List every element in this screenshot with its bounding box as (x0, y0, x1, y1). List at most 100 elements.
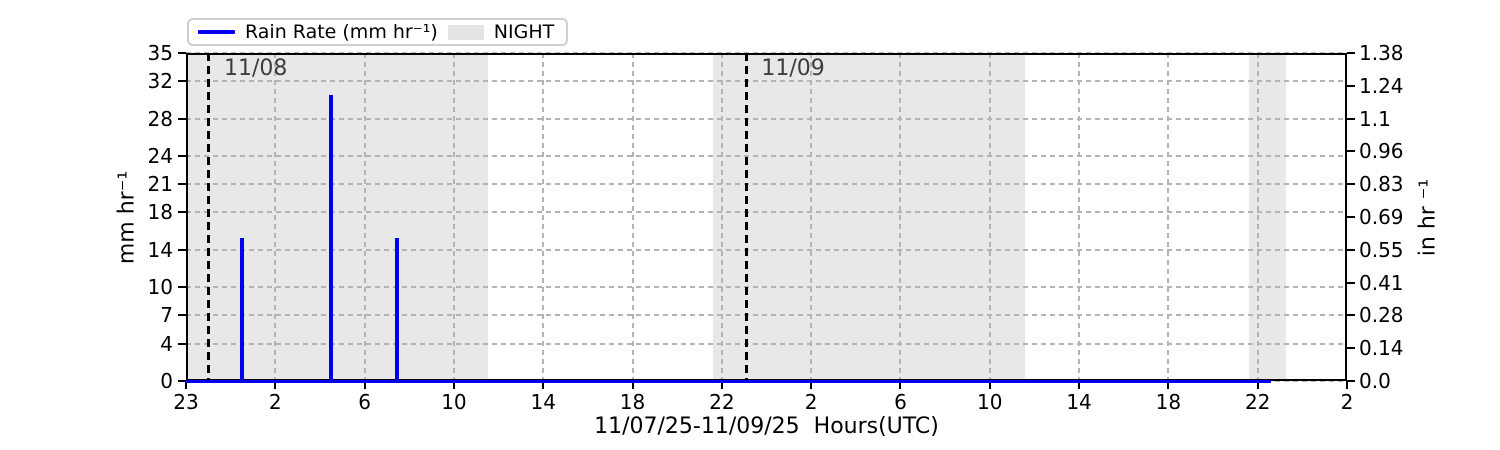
x-axis-tick-label: 23 (173, 390, 199, 414)
y-axis-tick-label-left: 7 (160, 303, 173, 328)
x-axis-tick-label: 6 (894, 390, 907, 414)
y-axis-tick-left (178, 211, 186, 214)
grid-line-horizontal (186, 286, 1347, 289)
x-axis-tick-label: 2 (804, 390, 818, 414)
y-axis-tick-label-left: 21 (147, 172, 173, 197)
rain-rate-baseline (186, 379, 1272, 383)
plot-area: 11/08 11/09 (186, 52, 1347, 383)
y-axis-tick-right (1347, 183, 1355, 186)
y-axis-tick-label-left: 18 (147, 200, 173, 225)
y-axis-tick-right (1347, 380, 1355, 382)
x-axis-tick (810, 381, 813, 389)
rain-rate-spike (329, 95, 334, 381)
y-axis-tick-left (178, 117, 186, 120)
grid-line-vertical (720, 53, 723, 381)
grid-line-horizontal (186, 52, 1347, 54)
y-axis-tick-label-right: 0.14 (1359, 336, 1404, 361)
grid-line-vertical (988, 53, 991, 381)
grid-line-vertical (1167, 53, 1170, 381)
grid-line-horizontal (186, 117, 1347, 120)
y-axis-tick-right (1347, 150, 1355, 153)
x-axis-tick (631, 381, 634, 389)
x-axis-tick (1167, 381, 1170, 389)
x-axis-tick-label: 2 (268, 390, 282, 414)
y-axis-tick-label-right: 0.69 (1359, 205, 1404, 229)
grid-line-vertical (363, 53, 366, 381)
legend: Rain Rate (mm hr⁻¹) NIGHT (187, 18, 569, 46)
y-axis-tick-left (178, 286, 186, 289)
date-label: 11/09 (761, 56, 825, 81)
x-axis-tick-label: 2 (1340, 390, 1354, 414)
x-axis-tick (720, 381, 723, 389)
night-region (186, 53, 489, 381)
x-axis-label: 11/07/25-11/09/25 Hours(UTC) (594, 414, 939, 439)
night-region (713, 53, 1025, 381)
y-axis-tick-right (1347, 314, 1355, 317)
x-axis-tick-label: 22 (1244, 390, 1271, 414)
y-axis-tick-right (1347, 248, 1355, 251)
x-axis-tick-label: 22 (709, 390, 735, 414)
legend-rain-label: Rain Rate (mm hr⁻¹) (245, 21, 438, 43)
y-axis-tick-right (1347, 52, 1355, 54)
y-axis-label-right: in hr ⁻¹ (1415, 178, 1441, 257)
night-region (1248, 53, 1286, 381)
grid-line-horizontal (186, 248, 1347, 251)
y-axis-tick-right (1347, 216, 1355, 218)
y-axis-tick-label-right: 0.55 (1359, 237, 1404, 262)
date-boundary-line (207, 53, 211, 381)
y-axis-tick-right (1347, 347, 1355, 350)
y-axis-tick-left (178, 183, 186, 186)
x-axis-tick (1256, 381, 1259, 389)
y-axis-tick-label-left: 4 (160, 331, 173, 356)
x-axis-tick-label: 18 (619, 390, 646, 414)
y-axis-tick-label-right: 0.96 (1359, 139, 1404, 164)
y-axis-tick-label-left: 24 (147, 144, 173, 169)
x-axis-tick (185, 381, 187, 389)
grid-line-vertical (452, 53, 455, 381)
y-axis-tick-label-right: 0.83 (1359, 172, 1404, 197)
x-axis-tick (542, 381, 545, 389)
y-axis-tick-label-left: 32 (147, 69, 173, 94)
y-axis-tick-label-right: 0.0 (1359, 369, 1391, 393)
grid-line-vertical (1256, 53, 1259, 381)
y-axis-tick-left (178, 342, 186, 345)
x-axis-tick-label: 6 (358, 390, 371, 414)
grid-line-horizontal (186, 183, 1347, 186)
y-axis-tick-label-right: 1.1 (1359, 106, 1391, 131)
y-axis-tick-label-right: 0.41 (1359, 270, 1404, 295)
x-axis-tick-label: 10 (441, 390, 467, 414)
y-axis-tick-label-right: 0.28 (1359, 303, 1404, 328)
x-axis-tick (363, 381, 366, 389)
date-label: 11/08 (223, 56, 288, 81)
x-axis-tick-label: 14 (530, 390, 556, 414)
legend-night-swatch (447, 24, 484, 40)
grid-line-vertical (631, 53, 634, 381)
x-axis-tick (274, 381, 277, 389)
y-axis-tick-label-right: 1.38 (1359, 41, 1404, 65)
y-axis-tick-label-left: 28 (147, 106, 173, 131)
grid-line-vertical (810, 53, 813, 381)
x-axis-tick (988, 381, 991, 389)
y-axis-tick-left (178, 314, 186, 317)
y-axis-tick-label-right: 1.24 (1359, 73, 1404, 98)
y-axis-tick-label-left: 35 (147, 41, 173, 65)
legend-rain-line-swatch (198, 30, 235, 34)
x-axis-tick (1346, 381, 1348, 389)
y-axis-tick-right (1347, 281, 1355, 284)
grid-line-vertical (899, 53, 902, 381)
x-axis-tick (452, 381, 455, 389)
grid-line-horizontal (186, 314, 1347, 317)
y-axis-tick-right (1347, 84, 1355, 87)
x-axis-tick (899, 381, 902, 389)
grid-line-horizontal (186, 155, 1347, 158)
legend-night-label: NIGHT (493, 21, 555, 43)
grid-line-vertical (274, 53, 277, 381)
x-axis-tick-label: 18 (1155, 390, 1182, 414)
y-axis-tick-label-left: 10 (147, 275, 173, 300)
grid-line-vertical (1078, 53, 1081, 381)
y-axis-tick-left (178, 380, 186, 382)
grid-line-vertical (542, 53, 545, 381)
rain-rate-spike (395, 237, 400, 381)
x-axis-tick (1078, 381, 1081, 389)
